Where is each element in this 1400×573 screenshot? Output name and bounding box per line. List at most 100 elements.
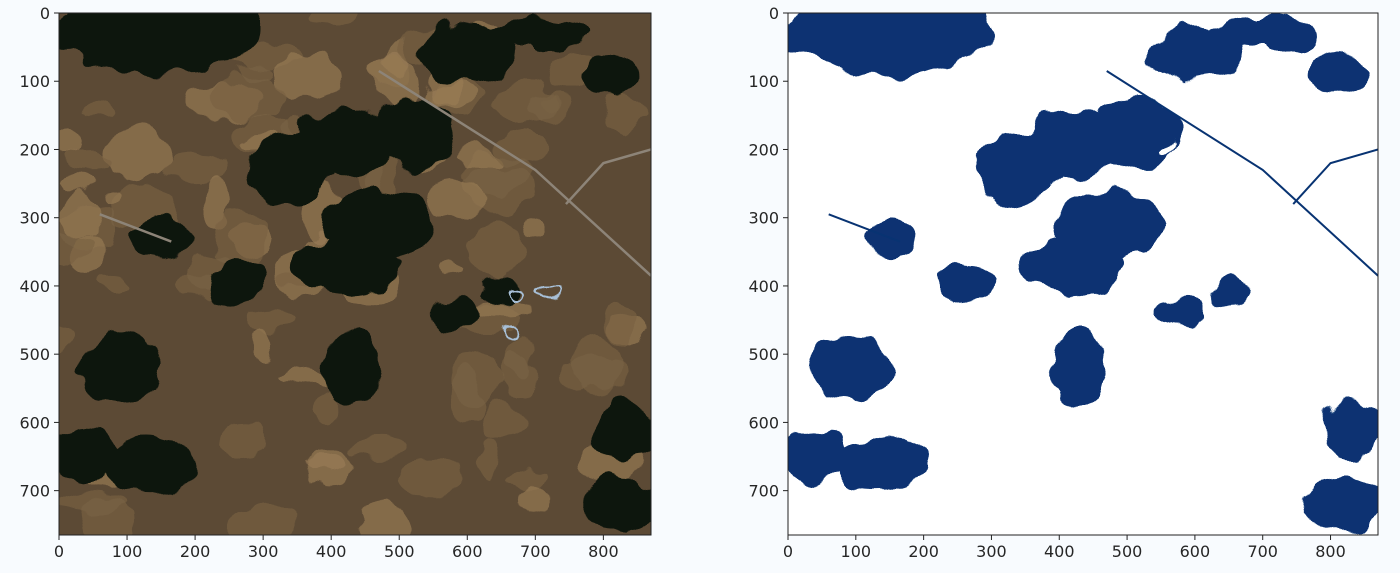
dark-region xyxy=(59,16,80,51)
dark-region xyxy=(480,16,590,51)
water-spot xyxy=(504,288,526,305)
terrain-patch xyxy=(163,157,228,178)
terrain-patch xyxy=(343,436,411,457)
dark-region xyxy=(290,238,400,293)
x-tick-label: 0 xyxy=(54,542,64,561)
terrain-patch xyxy=(59,233,89,263)
road xyxy=(828,213,901,243)
dark-region xyxy=(429,296,478,331)
x-tick-label: 200 xyxy=(908,542,939,561)
left-x-axis: 0 100 200 300 400 500 600 700 800 xyxy=(54,535,619,561)
terrain-patch xyxy=(78,498,129,535)
mask-region xyxy=(828,436,924,491)
x-tick-label: 800 xyxy=(1315,542,1346,561)
mask-region xyxy=(788,16,809,51)
terrain-patch xyxy=(303,13,358,25)
terrain-patch xyxy=(250,324,276,360)
terrain-patch xyxy=(394,459,467,492)
x-tick-label: 300 xyxy=(976,542,1007,561)
x-tick-label: 600 xyxy=(1180,542,1211,561)
mask-hole xyxy=(1160,144,1175,155)
x-tick-label: 500 xyxy=(1112,542,1143,561)
terrain-patch xyxy=(99,186,125,208)
right-roads xyxy=(828,70,1378,277)
left-roads xyxy=(99,69,651,277)
terrain-patch xyxy=(303,455,348,473)
y-tick-label: 100 xyxy=(19,72,50,91)
right-panel: 0 100 200 300 400 500 600 700 800 0 100 200 300 400 5… xyxy=(748,4,1379,561)
terrain-patch xyxy=(451,147,505,168)
dark-region xyxy=(59,13,264,75)
right-mask-regions xyxy=(788,13,1378,532)
terrain-patch xyxy=(95,277,130,292)
mask-region xyxy=(1310,53,1365,95)
road xyxy=(1292,148,1378,205)
x-tick-label: 0 xyxy=(783,542,793,561)
terrain-patch xyxy=(468,303,539,318)
y-tick-label: 200 xyxy=(19,140,50,159)
x-tick-label: 500 xyxy=(384,542,415,561)
y-tick-label: 0 xyxy=(769,4,779,23)
terrain-patch xyxy=(80,102,118,118)
terrain-patch xyxy=(511,473,546,489)
road xyxy=(1106,70,1378,277)
dark-region xyxy=(593,398,651,460)
left-y-axis: 0 100 200 300 400 500 600 700 xyxy=(19,4,59,501)
x-tick-label: 400 xyxy=(316,542,347,561)
mask-region xyxy=(1208,279,1250,307)
mask-region xyxy=(808,333,890,402)
terrain-patch xyxy=(420,82,478,105)
mask-hole xyxy=(1242,174,1256,186)
right-x-axis: 0 100 200 300 400 500 600 700 800 xyxy=(783,535,1346,561)
x-tick-label: 700 xyxy=(520,542,551,561)
y-tick-label: 100 xyxy=(748,72,779,91)
terrain-patch xyxy=(249,309,295,328)
dark-region xyxy=(99,436,196,491)
x-tick-label: 100 xyxy=(112,542,143,561)
terrain-patch xyxy=(105,126,169,182)
dark-region xyxy=(372,94,454,170)
mask-region xyxy=(1320,398,1378,460)
left-axes-frame xyxy=(58,12,652,536)
terrain-patch xyxy=(211,208,269,269)
mask-region xyxy=(1208,16,1317,51)
dark-region xyxy=(249,132,332,208)
y-tick-label: 500 xyxy=(19,345,50,364)
dark-region xyxy=(480,279,522,307)
dark-region xyxy=(324,326,379,409)
y-tick-label: 200 xyxy=(748,140,779,159)
terrain-patch xyxy=(221,420,267,459)
terrain-patch xyxy=(354,503,410,535)
x-tick-label: 100 xyxy=(841,542,872,561)
terrain-patch xyxy=(59,126,81,156)
right-axes-frame xyxy=(787,12,1379,536)
mask-hole xyxy=(1249,212,1263,224)
terrain-patch xyxy=(495,81,560,123)
y-tick-label: 300 xyxy=(748,209,779,228)
dark-region xyxy=(79,333,162,402)
terrain-patch xyxy=(273,53,344,99)
x-tick-label: 700 xyxy=(1247,542,1278,561)
water-spot xyxy=(497,325,519,342)
x-tick-label: 600 xyxy=(452,542,483,561)
y-tick-label: 600 xyxy=(19,413,50,432)
y-tick-label: 700 xyxy=(748,482,779,501)
dark-region xyxy=(208,262,264,303)
road xyxy=(99,213,172,243)
dark-region xyxy=(576,477,651,532)
terrain-patch xyxy=(561,356,630,391)
terrain-patch xyxy=(515,484,549,513)
terrain-patch xyxy=(373,51,416,105)
mask-region xyxy=(788,13,992,75)
water-spot xyxy=(538,284,560,301)
terrain-patch xyxy=(603,91,647,132)
terrain-patch xyxy=(521,216,547,240)
terrain-patch xyxy=(66,150,114,168)
right-y-axis: 0 100 200 300 400 500 600 700 xyxy=(748,4,788,501)
mask-hole xyxy=(1215,205,1229,217)
terrain-patch xyxy=(494,129,549,164)
terrain-patch xyxy=(449,349,506,405)
mask-hole xyxy=(1188,164,1202,176)
mask-region xyxy=(937,262,992,303)
